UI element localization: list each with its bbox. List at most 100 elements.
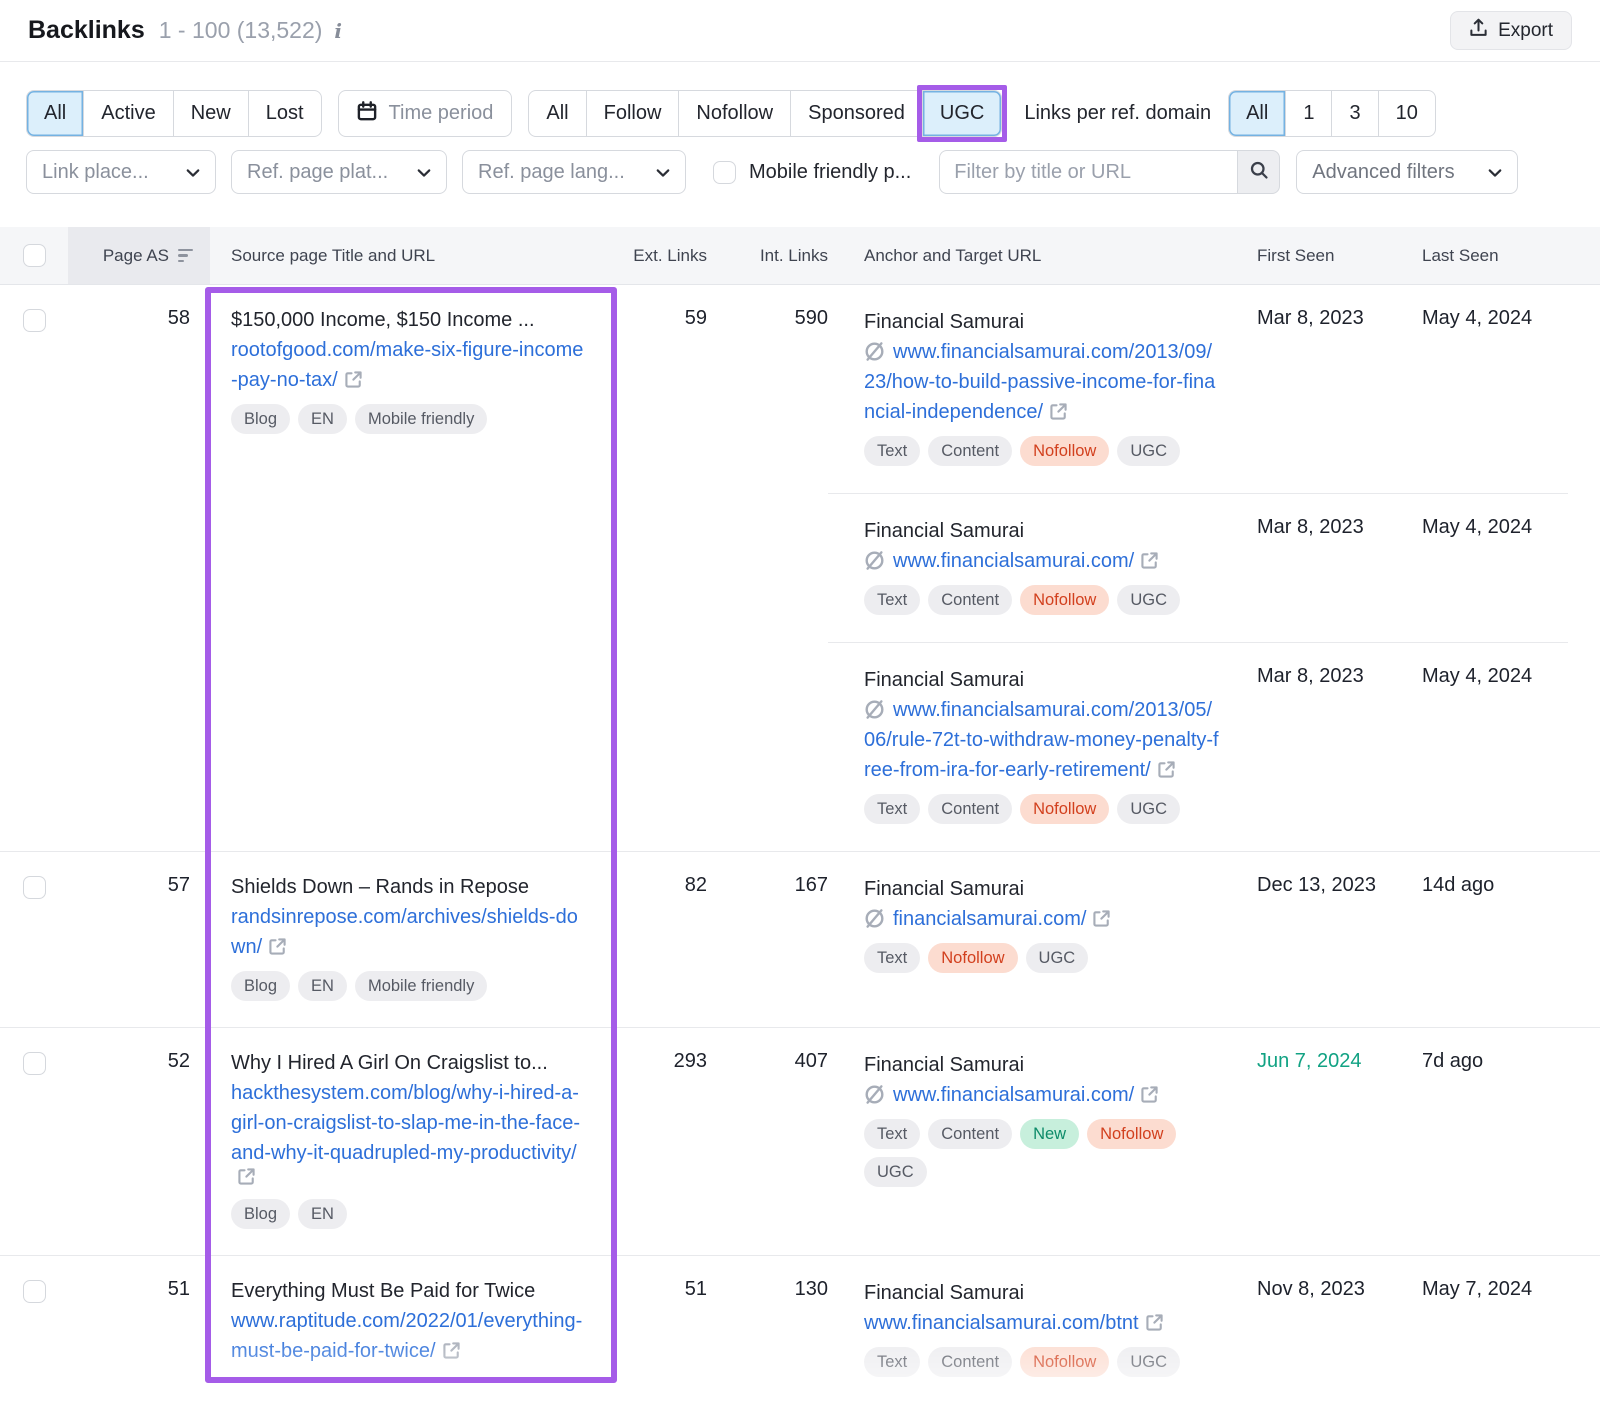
badge-en: EN [298,404,347,434]
int-links-value: 130 [707,1256,828,1404]
tab-links-per-domain-1[interactable]: 1 [1285,91,1331,136]
source-page-title: Everything Must Be Paid for Twice [231,1276,587,1306]
column-header-page-as[interactable]: Page AS [68,227,210,284]
select-all-checkbox[interactable] [23,244,46,267]
badge-blog: Blog [231,971,290,1001]
target-url[interactable]: financialsamurai.com/ [893,908,1086,930]
badge-ugc: UGC [1117,436,1180,466]
tab-type-follow[interactable]: Follow [586,91,679,136]
source-page-url[interactable]: hackthesystem.com/blog/why-i-hired-a-gir… [231,1082,580,1164]
export-button[interactable]: Export [1450,11,1572,50]
tab-status-lost[interactable]: Lost [248,91,321,136]
anchor-cell: Financial Samuraiwww.financialsamurai.co… [828,643,1257,851]
target-url-wrap: www.financialsamurai.com/2013/05/06/rule… [864,695,1222,785]
time-period-label: Time period [389,102,494,125]
first-seen-value: Nov 8, 2023 [1257,1256,1422,1404]
row-checkbox[interactable] [23,1052,46,1075]
export-label: Export [1498,20,1553,42]
source-page-url[interactable]: rootofgood.com/make-six-figure-income-pa… [231,339,583,391]
tab-links-per-domain-10[interactable]: 10 [1378,91,1435,136]
external-link-icon [443,1342,460,1364]
badge-content: Content [928,436,1012,466]
target-url[interactable]: www.financialsamurai.com/ [893,550,1134,572]
target-url[interactable]: www.financialsamurai.com/ [893,1084,1134,1106]
blocked-link-icon [864,908,885,934]
ext-links-value: 51 [617,1256,707,1404]
dropdown-label: Link place... [42,161,149,184]
tab-type-ugc[interactable]: UGC [922,91,1001,136]
external-link-icon [1141,1086,1158,1108]
source-url-wrap: randsinrepose.com/archives/shields-down/ [231,902,587,962]
source-page-cell: Shields Down – Rands in Reposerandsinrep… [210,852,617,1027]
search-button[interactable] [1237,150,1280,194]
tab-status-active[interactable]: Active [83,91,172,136]
search-input[interactable] [939,150,1237,194]
source-page-cell: Everything Must Be Paid for Twice www.rap… [210,1256,617,1404]
tab-status-new[interactable]: New [173,91,248,136]
top-bar: Backlinks 1 - 100 (13,522) i Export [0,0,1600,62]
ext-links-value: 59 [617,285,707,851]
anchor-text: Financial Samurai [864,516,1222,546]
badge-content: Content [928,794,1012,824]
backlinks-list: Financial Samuraifinancialsamurai.com/Te… [828,852,1568,1027]
badge-content: Content [928,1347,1012,1377]
table-header: Page AS Source page Title and URL Ext. L… [0,227,1600,285]
blocked-link-icon [864,341,885,367]
backlink-entry: Financial Samuraiwww.financialsamurai.co… [828,642,1568,851]
last-seen-value: 7d ago [1422,1028,1568,1214]
target-url[interactable]: www.financialsamurai.com/2013/09/23/how-… [864,341,1215,423]
badge-list: BlogENMobile friendly [231,971,587,1001]
anchor-text: Financial Samurai [864,1050,1222,1080]
external-link-icon [1158,761,1175,783]
dropdown-link-place-[interactable]: Link place... [26,150,216,194]
badge-ugc: UGC [1117,1347,1180,1377]
mobile-friendly-filter[interactable]: Mobile friendly p... [713,161,911,184]
title-url-search [939,150,1280,194]
column-header-first-seen: First Seen [1257,227,1422,284]
badge-ugc: UGC [864,1157,927,1187]
dropdown-ref-page-plat-[interactable]: Ref. page plat... [231,150,447,194]
badge-list: TextContentNofollowUGC [864,436,1222,466]
dropdown-ref-page-lang-[interactable]: Ref. page lang... [462,150,686,194]
info-icon[interactable]: i [334,19,342,43]
tab-links-per-domain-3[interactable]: 3 [1331,91,1377,136]
badge-blog: Blog [231,1199,290,1229]
backlink-entry: Financial Samuraiwww.financialsamurai.co… [828,1256,1568,1404]
target-url[interactable]: www.financialsamurai.com/btnt [864,1312,1139,1334]
badge-text: Text [864,436,920,466]
tab-links-per-domain-all[interactable]: All [1229,91,1285,136]
badge-nofollow: Nofollow [1020,794,1109,824]
table-row: 52Why I Hired A Girl On Craigslist to...… [0,1028,1600,1256]
row-checkbox[interactable] [23,876,46,899]
backlinks-list: Financial Samurai www.financialsamurai.co… [828,1028,1568,1255]
external-link-icon [345,371,362,393]
badge-list: Blog EN [231,1199,587,1229]
int-links-value: 590 [707,285,828,851]
chevron-down-icon [417,161,431,184]
badge-en: EN [298,1199,347,1229]
column-header-int-links: Int. Links [707,227,828,284]
tab-status-all[interactable]: All [27,91,83,136]
column-header-last-seen: Last Seen [1422,227,1568,284]
blocked-link-icon [864,699,885,725]
row-checkbox[interactable] [23,309,46,332]
search-icon [1249,160,1269,185]
backlinks-page: Backlinks 1 - 100 (13,522) i Export AllA… [0,0,1600,1427]
tab-type-nofollow[interactable]: Nofollow [678,91,790,136]
time-period-button[interactable]: Time period [338,90,513,137]
source-url-wrap: www.raptitude.com/2022/01/everything-mus… [231,1306,587,1366]
advanced-filters-label: Advanced filters [1312,161,1454,184]
mobile-friendly-checkbox[interactable] [713,161,736,184]
dropdown-label: Ref. page plat... [247,161,388,184]
row-checkbox[interactable] [23,1280,46,1303]
tab-type-all[interactable]: All [529,91,585,136]
page-as-value: 52 [68,1028,210,1255]
row-checkbox-cell [0,852,68,1027]
backlinks-table: Page AS Source page Title and URL Ext. L… [0,227,1600,1404]
source-page-url[interactable]: www.raptitude.com/2022/01/everything-mus… [231,1310,582,1362]
advanced-filters-button[interactable]: Advanced filters [1296,150,1518,194]
badge-nofollow: Nofollow [928,943,1017,973]
tab-type-sponsored[interactable]: Sponsored [790,91,922,136]
badge-nofollow: Nofollow [1020,585,1109,615]
status-tab-group: AllActiveNewLost [26,90,322,137]
